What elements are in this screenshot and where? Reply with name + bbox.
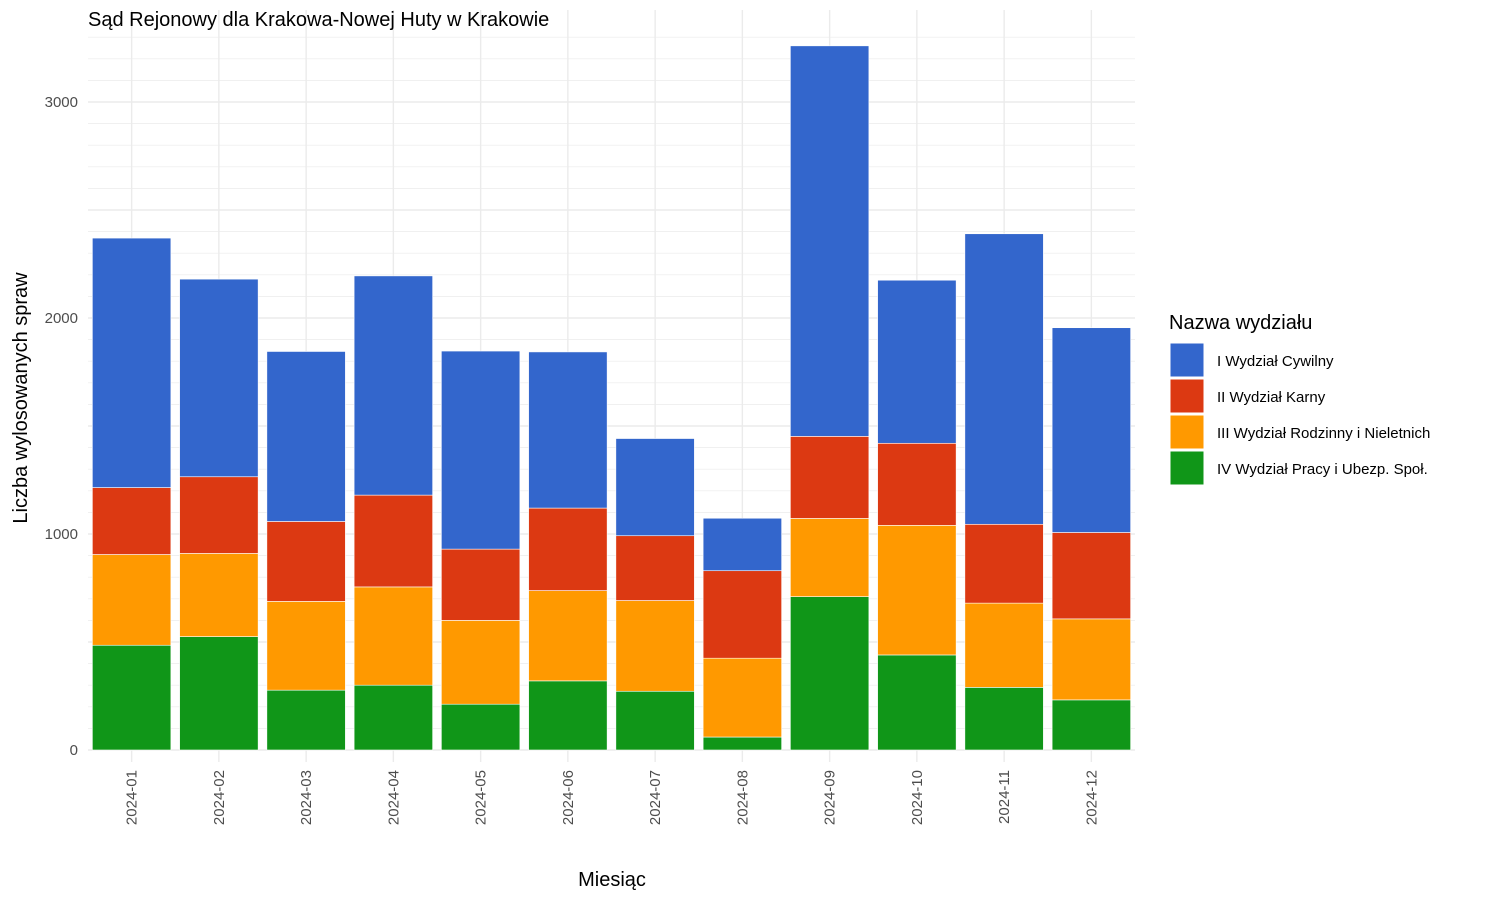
legend-swatch	[1169, 450, 1205, 486]
bar-segment	[964, 687, 1044, 751]
bar-segment	[353, 586, 433, 686]
x-tick-label: 2024-09	[822, 770, 839, 825]
bar-segment	[528, 351, 608, 509]
bar-segment	[790, 518, 870, 597]
y-tick-label: 2000	[45, 310, 78, 327]
x-tick-label: 2024-07	[647, 770, 664, 825]
chart-title: Sąd Rejonowy dla Krakowa-Nowej Huty w Kr…	[88, 9, 549, 31]
legend-label: I Wydział Cywilny	[1217, 353, 1334, 370]
bar-segment	[1051, 532, 1131, 620]
bar-segment	[179, 553, 259, 637]
bar-segment	[353, 494, 433, 588]
bar-segment	[266, 689, 346, 751]
x-tick-label: 2024-03	[298, 770, 315, 825]
y-tick-label: 0	[70, 742, 78, 759]
y-tick-label: 1000	[45, 526, 78, 543]
bar-segment	[528, 680, 608, 751]
bar-segment	[790, 596, 870, 751]
bar-segment	[1051, 699, 1131, 751]
legend-label: III Wydział Rodzinny i Nieletnich	[1217, 425, 1430, 442]
legend-label: II Wydział Karny	[1217, 389, 1326, 406]
x-tick-label: 2024-05	[473, 770, 490, 825]
bar-segment	[964, 602, 1044, 688]
bar-segment	[266, 601, 346, 691]
x-tick-label: 2024-10	[909, 770, 926, 825]
legend-label: IV Wydział Pracy i Ubezp. Społ.	[1217, 461, 1428, 478]
bar-segment	[615, 690, 695, 751]
legend-title: Nazwa wydziału	[1169, 312, 1312, 334]
bar-segment	[92, 554, 172, 646]
bar-segment	[790, 45, 870, 437]
x-tick-label: 2024-04	[385, 770, 402, 825]
bar-segment	[877, 442, 957, 526]
bar-segment	[353, 275, 433, 496]
bar-segment	[964, 233, 1044, 525]
bar-segment	[92, 487, 172, 555]
bars	[92, 45, 1131, 751]
bar-segment	[702, 736, 782, 751]
y-tick-label: 3000	[45, 94, 78, 111]
bar-segment	[266, 521, 346, 602]
x-axis: 2024-01 2024-02 2024-03 2024-04 2024-05 2024-…	[124, 770, 1101, 825]
bar-segment	[877, 279, 957, 444]
bar-segment	[1051, 618, 1131, 701]
bar-segment	[877, 525, 957, 656]
bar-segment	[179, 476, 259, 554]
bar-segment	[702, 570, 782, 659]
x-tick-label: 2024-06	[560, 770, 577, 825]
x-tick-label: 2024-02	[211, 770, 228, 825]
x-tick-label: 2024-11	[996, 770, 1013, 824]
bar-segment	[179, 278, 259, 478]
bar-segment	[790, 436, 870, 519]
bar-segment	[353, 684, 433, 751]
bar-segment	[615, 600, 695, 692]
bar-segment	[615, 438, 695, 537]
bar-segment	[528, 590, 608, 682]
bar-segment	[179, 636, 259, 751]
x-tick-label: 2024-01	[124, 770, 141, 825]
bar-segment	[441, 350, 521, 550]
bar-segment	[615, 535, 695, 601]
bar-segment	[528, 507, 608, 591]
bar-segment	[92, 644, 172, 751]
bar-segment	[266, 351, 346, 522]
bar-segment	[964, 523, 1044, 604]
bar-segment	[441, 548, 521, 621]
bar-segment	[92, 237, 172, 488]
legend-swatch	[1169, 414, 1205, 450]
bar-segment	[702, 517, 782, 572]
y-axis-title: Liczba wylosowanych spraw	[10, 272, 32, 524]
legend-swatch	[1169, 378, 1205, 414]
x-tick-label: 2024-08	[734, 770, 751, 825]
y-axis: 0 1000 2000 3000	[45, 94, 78, 759]
legend: Nazwa wydziału I Wydział Cywilny II Wydzi…	[1169, 312, 1430, 486]
bar-segment	[702, 657, 782, 738]
bar-segment	[441, 703, 521, 751]
x-axis-title: Miesiąc	[578, 869, 646, 891]
bar-segment	[877, 654, 957, 751]
bar-segment	[441, 620, 521, 705]
x-tick-label: 2024-12	[1083, 770, 1100, 825]
bar-segment	[1051, 327, 1131, 533]
legend-swatch	[1169, 342, 1205, 378]
